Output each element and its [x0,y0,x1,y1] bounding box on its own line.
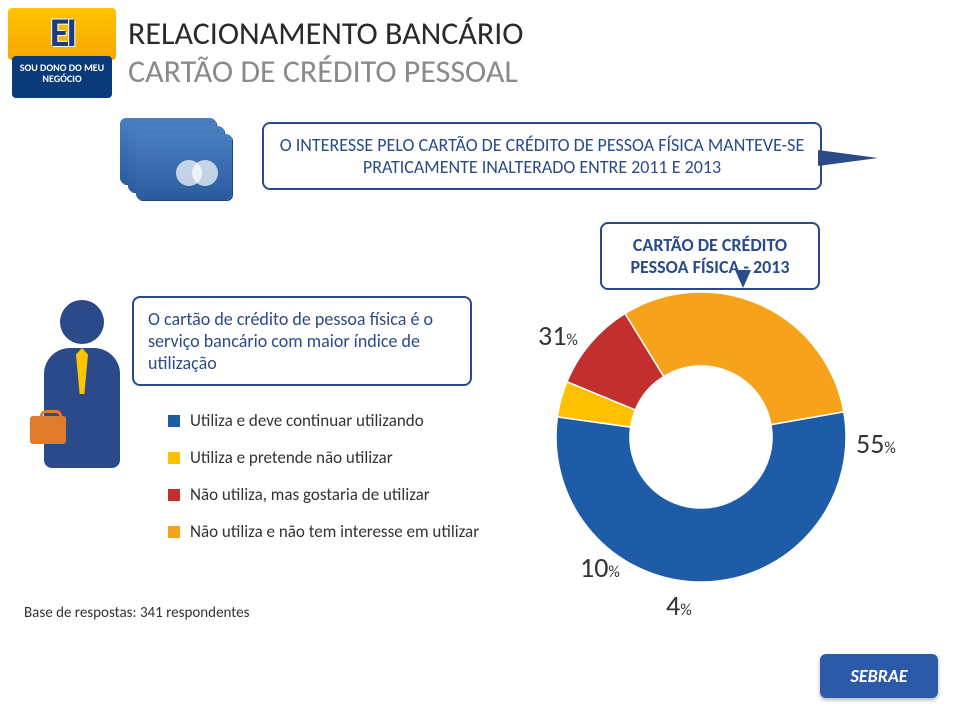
legend-item: Utiliza e pretende não utilizar [168,447,479,468]
page-title: RELACIONAMENTO BANCÁRIO [128,14,523,53]
legend-label: Utiliza e deve continuar utilizando [190,410,424,431]
legend-swatch [168,415,180,427]
legend-label: Utiliza e pretende não utilizar [190,447,393,468]
ei-logo-text: EI [8,8,116,60]
donut-hole [630,366,772,508]
donut-value-label: 10% [580,550,620,585]
ei-logo: EI SOU DONO DO MEU NEGÓCIO [8,8,116,98]
legend-item: Não utiliza e não tem interesse em utili… [168,521,479,542]
sebrae-logo: SEBRAE [820,654,938,698]
base-note: Base de respostas: 341 respondentes [24,604,249,622]
chart-title-line2: PESSOA FÍSICA - 2013 [616,256,804,278]
legend-swatch [168,526,180,538]
legend-item: Utiliza e deve continuar utilizando [168,410,479,431]
ei-logo-tagline: SOU DONO DO MEU NEGÓCIO [12,56,112,98]
legend-label: Não utiliza, mas gostaria de utilizar [190,484,430,505]
businessman-icon [44,300,120,468]
chart-title-line1: CARTÃO DE CRÉDITO [616,234,804,256]
legend-swatch [168,489,180,501]
callout-body: O cartão de crédito de pessoa física é o… [132,296,472,386]
chart-legend: Utiliza e deve continuar utilizando Util… [168,410,479,558]
chart-title-box: CARTÃO DE CRÉDITO PESSOA FÍSICA - 2013 [600,222,820,290]
donut-value-label: 31% [538,318,578,353]
page-subtitle: CARTÃO DE CRÉDITO PESSOAL [128,52,518,91]
legend-swatch [168,452,180,464]
donut-chart [556,292,846,582]
callout-main-tail [818,150,878,166]
legend-item: Não utiliza, mas gostaria de utilizar [168,484,479,505]
callout-main: O INTERESSE PELO CARTÃO DE CRÉDITO DE PE… [262,122,822,190]
chart-title-tail [735,270,751,288]
donut-value-label: 4% [666,588,692,623]
legend-label: Não utiliza e não tem interesse em utili… [190,521,479,542]
donut-value-label: 55% [856,426,896,461]
